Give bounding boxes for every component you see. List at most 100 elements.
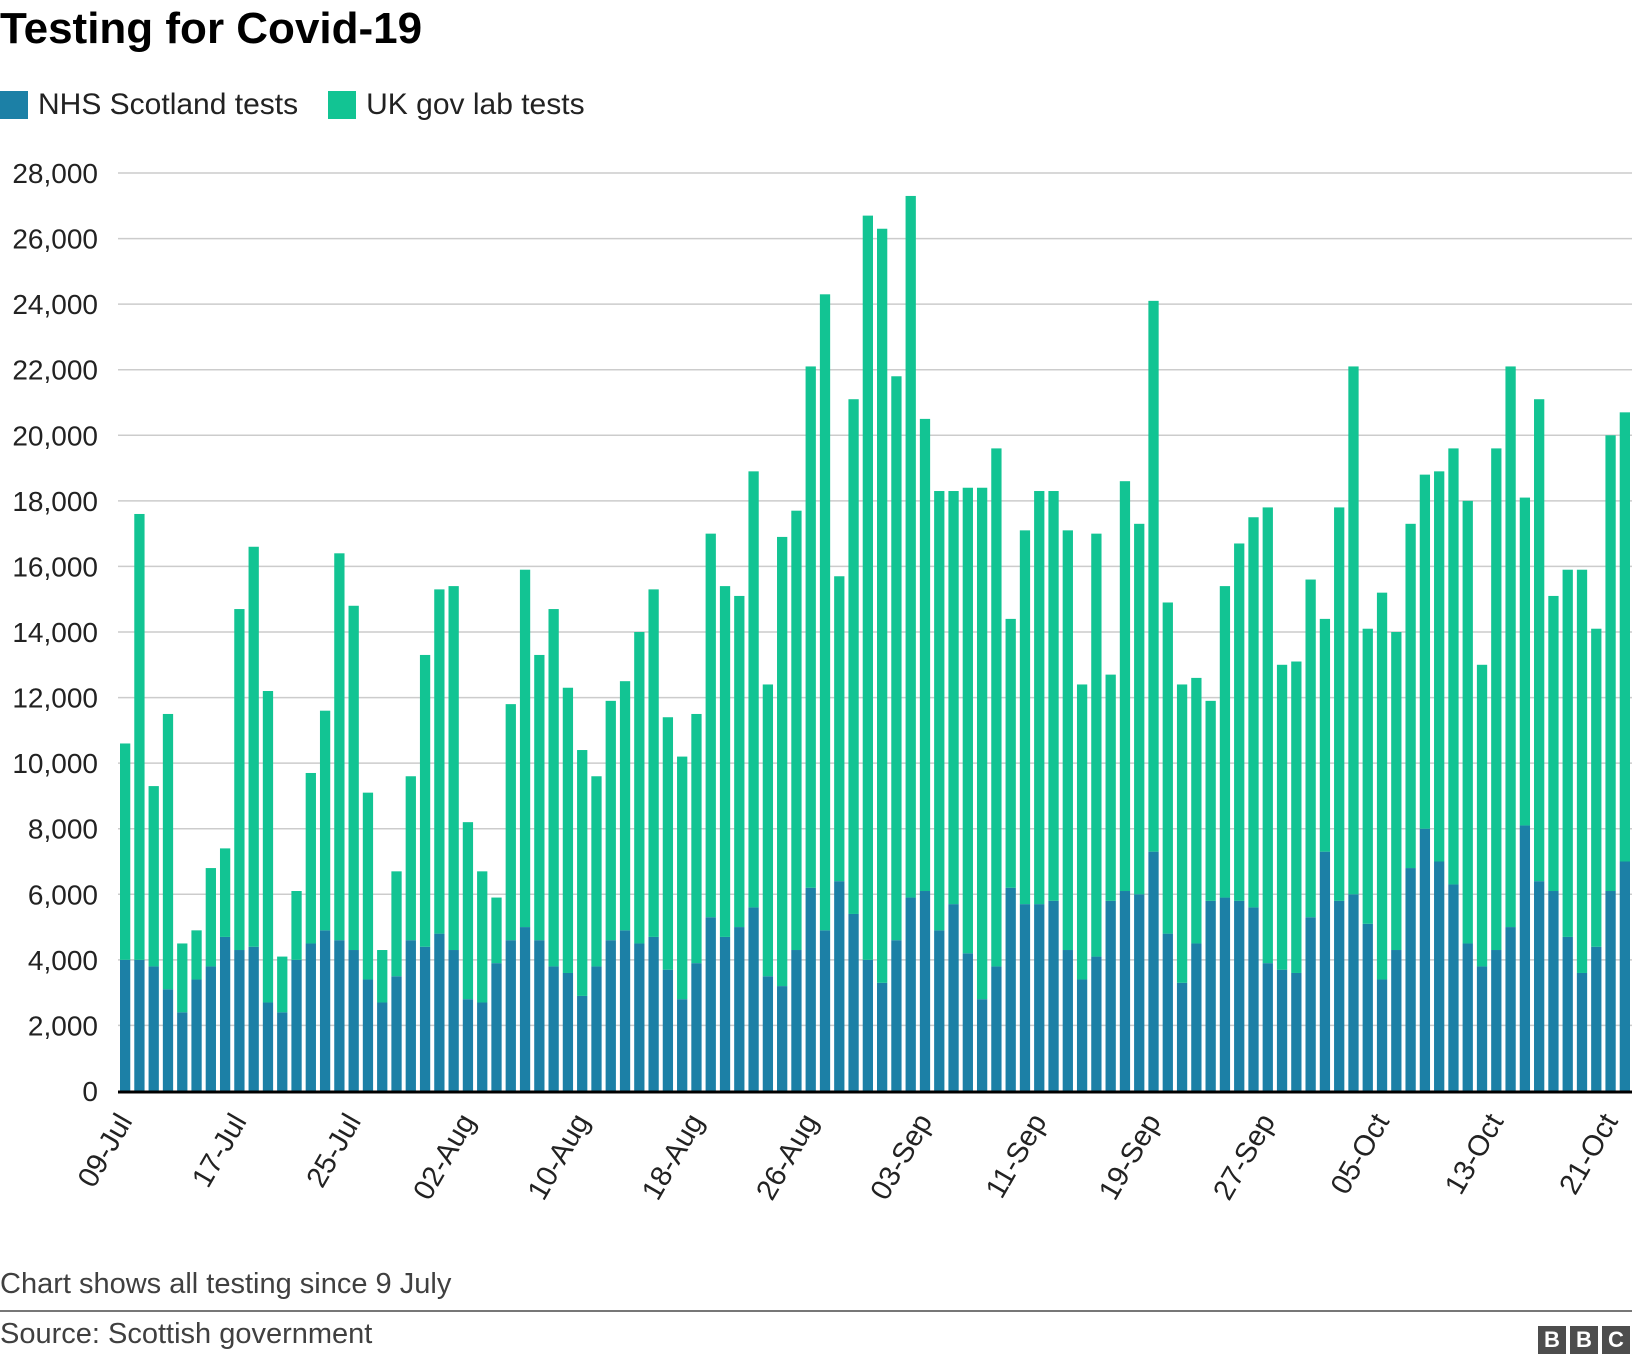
x-axis: 09-Jul 17-Jul 25-Jul 02-Aug 10-Aug 18-Aug 26-A… — [72, 1090, 1632, 1206]
bar-nhs-scotland — [1076, 979, 1088, 1091]
y-tick-label: 14,000 — [12, 617, 98, 648]
bar-nhs-scotland — [677, 999, 688, 1091]
bar-nhs-scotland — [948, 904, 959, 1091]
chart-note: Chart shows all testing since 9 July — [0, 1268, 452, 1300]
legend-label-uk: UK gov lab tests — [366, 88, 585, 121]
bar-nhs-scotland — [477, 1002, 488, 1091]
legend-swatch-uk — [328, 91, 357, 119]
bar-uk-gov-lab — [862, 215, 873, 960]
bar-uk-gov-lab — [1219, 586, 1231, 898]
bar-nhs-scotland — [1191, 943, 1202, 1091]
bar-nhs-scotland — [648, 936, 659, 1091]
bar-nhs-scotland — [877, 982, 888, 1091]
bar-uk-gov-lab — [762, 684, 774, 977]
bar-nhs-scotland — [1434, 861, 1445, 1091]
bar-uk-gov-lab — [277, 956, 288, 1013]
bar-nhs-scotland — [148, 966, 159, 1091]
bar-uk-gov-lab — [991, 448, 1002, 967]
y-tick-label: 28,000 — [12, 158, 98, 189]
y-tick-label: 6,000 — [28, 879, 98, 910]
bar-uk-gov-lab — [1148, 300, 1159, 852]
bar-uk-gov-lab — [877, 228, 888, 983]
bar-nhs-scotland — [1548, 891, 1559, 1091]
bar-nhs-scotland — [1234, 900, 1245, 1091]
y-tick-label: 8,000 — [28, 814, 98, 845]
y-tick-label: 20,000 — [12, 420, 98, 451]
bar-uk-gov-lab — [319, 710, 331, 931]
bar-uk-gov-lab — [976, 487, 988, 1000]
bar-uk-gov-lab — [891, 376, 902, 941]
y-tick-label: 24,000 — [12, 289, 98, 320]
bar-uk-gov-lab — [234, 609, 245, 951]
bar-nhs-scotland — [348, 950, 359, 1091]
bar-nhs-scotland — [319, 930, 331, 1091]
bar-uk-gov-lab — [677, 756, 688, 1000]
bar-uk-gov-lab — [1091, 533, 1102, 957]
bar-nhs-scotland — [205, 966, 216, 1091]
bar-nhs-scotland — [634, 943, 645, 1091]
bar-uk-gov-lab — [262, 691, 274, 1003]
bar-uk-gov-lab — [1548, 595, 1559, 892]
bar-nhs-scotland — [1334, 900, 1345, 1091]
bar-uk-gov-lab — [1562, 569, 1573, 937]
x-tick-label: 10-Aug — [522, 1109, 596, 1206]
bar-uk-gov-lab — [1491, 448, 1502, 951]
bar-uk-gov-lab — [1034, 491, 1045, 905]
y-tick-label: 2,000 — [28, 1010, 98, 1041]
bar-nhs-scotland — [1562, 936, 1573, 1091]
bar-nhs-scotland — [662, 969, 674, 1091]
bar-nhs-scotland — [577, 995, 588, 1091]
bar-nhs-scotland — [419, 946, 431, 1091]
bar-nhs-scotland — [362, 979, 374, 1091]
bar-nhs-scotland — [191, 979, 202, 1091]
bar-nhs-scotland — [248, 946, 259, 1091]
bar-nhs-scotland — [291, 959, 302, 1091]
bar-uk-gov-lab — [577, 750, 588, 996]
bar-nhs-scotland — [505, 940, 516, 1091]
bar-nhs-scotland — [1476, 966, 1488, 1091]
bar-uk-gov-lab — [1434, 471, 1445, 862]
bar-nhs-scotland — [334, 940, 345, 1091]
bar-uk-gov-lab — [405, 776, 416, 941]
bar-uk-gov-lab — [748, 471, 759, 908]
bar-uk-gov-lab — [1291, 661, 1302, 973]
source-text: Source: Scottish government — [0, 1318, 373, 1350]
bar-nhs-scotland — [519, 927, 531, 1091]
bar-nhs-scotland — [548, 966, 559, 1091]
bar-uk-gov-lab — [691, 713, 702, 964]
bar-nhs-scotland — [1305, 917, 1316, 1091]
bar-uk-gov-lab — [848, 399, 859, 914]
bar-uk-gov-lab — [1534, 399, 1545, 882]
bar-nhs-scotland — [1034, 904, 1045, 1091]
bar-uk-gov-lab — [1405, 523, 1416, 869]
x-tick-label: 09-Jul — [72, 1109, 139, 1193]
bar-uk-gov-lab — [134, 513, 145, 960]
bar-uk-gov-lab — [1576, 569, 1588, 973]
bar-uk-gov-lab — [1462, 500, 1473, 944]
bar-uk-gov-lab — [305, 772, 316, 944]
bar-nhs-scotland — [262, 1002, 274, 1091]
bar-uk-gov-lab — [1376, 592, 1388, 980]
bar-nhs-scotland — [1119, 891, 1131, 1091]
legend-swatch-nhs — [0, 91, 28, 119]
y-axis: 0 2,000 4,000 6,000 8,000 10,000 12,000 14,000 1… — [12, 158, 98, 1107]
bar-uk-gov-lab — [548, 609, 559, 967]
bar-nhs-scotland — [1348, 894, 1359, 1091]
x-tick-label: 03-Sep — [865, 1109, 939, 1206]
bar-nhs-scotland — [805, 887, 816, 1091]
bar-uk-gov-lab — [777, 536, 788, 987]
legend-label-nhs: NHS Scotland tests — [38, 88, 299, 121]
bar-nhs-scotland — [605, 940, 616, 1091]
bar-nhs-scotland — [591, 966, 602, 1091]
bar-uk-gov-lab — [377, 950, 388, 1003]
bar-uk-gov-lab — [1119, 481, 1131, 892]
bar-nhs-scotland — [1176, 982, 1188, 1091]
bar-uk-gov-lab — [519, 569, 531, 928]
bar-uk-gov-lab — [162, 713, 174, 990]
x-tick-label: 26-Aug — [750, 1109, 824, 1206]
bar-uk-gov-lab — [948, 491, 959, 905]
bar-nhs-scotland — [905, 897, 916, 1091]
bar-nhs-scotland — [1619, 861, 1630, 1091]
bar-nhs-scotland — [1162, 933, 1173, 1091]
bar-uk-gov-lab — [348, 605, 359, 951]
